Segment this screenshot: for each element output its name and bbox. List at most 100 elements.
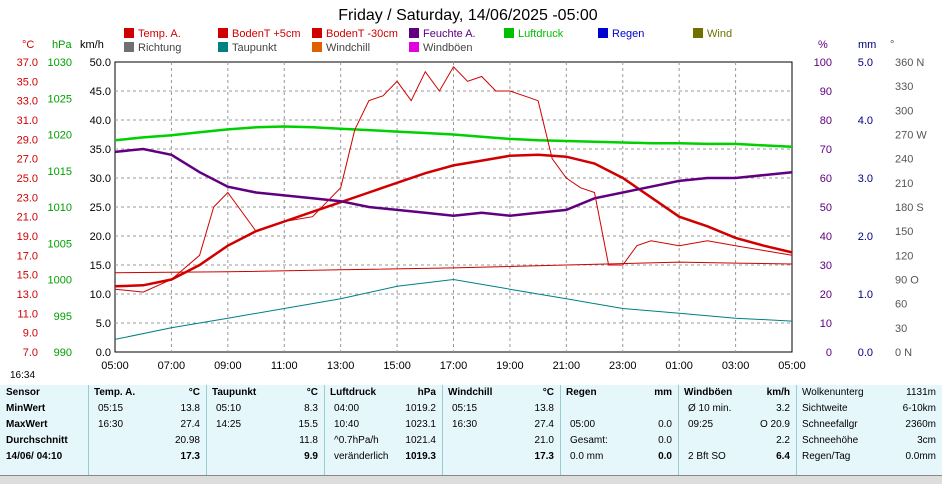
axes: 37.0 35.0 33.0 31.0 29.0 27.0 25.0 23.0 21.0 19.0… bbox=[17, 39, 928, 359]
stats-row: 17.3 bbox=[534, 451, 554, 462]
stats-header: Windchill °C bbox=[448, 387, 554, 398]
legend-label: Taupunkt bbox=[232, 42, 277, 54]
weather-chart: Friday / Saturday, 14/06/2025 -05:00 Tem… bbox=[16, 7, 928, 372]
x-tick-label: 03:00 bbox=[722, 360, 750, 372]
rain-tick: 2.0 bbox=[858, 231, 873, 243]
stats-col-taupunkt: Taupunkt °C 05:10 8.3 14:25 15.5 11.8 9.9 bbox=[206, 385, 325, 475]
legend-label: Luftdruck bbox=[518, 28, 564, 40]
stats-row: 11.8 bbox=[299, 435, 318, 446]
x-tick-label: 17:00 bbox=[440, 360, 468, 372]
stats-row: 0.0 mm 0.0 bbox=[570, 451, 672, 462]
stats-row: ^0.7hPa/h 1021.4 bbox=[334, 435, 436, 446]
stats-col-temp: Temp. A. °C 05:15 13.8 16:30 27.4 20.98 17.3 bbox=[88, 385, 207, 475]
direction-tick: 150 bbox=[895, 226, 913, 238]
stats-panel: Sensor MinWert MaxWert Durchschnitt 14/06/ 0… bbox=[0, 385, 942, 475]
wind-tick: 45.0 bbox=[90, 86, 111, 98]
temp-tick: 13.0 bbox=[17, 289, 38, 301]
axis-unit: km/h bbox=[80, 39, 104, 51]
legend-swatch bbox=[218, 28, 228, 38]
wind-tick: 5.0 bbox=[96, 318, 111, 330]
stats-row: 2 Bft SO 6.4 bbox=[688, 451, 790, 462]
temp-tick: 27.0 bbox=[17, 154, 38, 166]
humidity-tick: 70 bbox=[820, 144, 832, 156]
x-tick-label: 19:00 bbox=[496, 360, 524, 372]
stats-row: 05:10 8.3 bbox=[216, 403, 318, 414]
series-bodent-30cm bbox=[114, 261, 793, 274]
stats-label: Schneefallgr bbox=[802, 419, 858, 430]
humidity-tick: 100 bbox=[814, 57, 832, 69]
legend-label: BodenT +5cm bbox=[232, 28, 301, 40]
x-tick-label: 05:00 bbox=[101, 360, 129, 372]
legend-label: Temp. A. bbox=[138, 28, 181, 40]
legend-label: Richtung bbox=[138, 42, 181, 54]
stats-row: 21.0 bbox=[534, 435, 554, 446]
stats-value: 6-10km bbox=[902, 403, 936, 414]
stats-label: Wolkenunterg bbox=[802, 387, 864, 398]
direction-tick: 0 N bbox=[895, 347, 912, 359]
stats-label: Sichtweite bbox=[802, 403, 848, 414]
wind-tick: 20.0 bbox=[90, 231, 111, 243]
x-tick-label: 05:00 bbox=[778, 360, 806, 372]
legend: Temp. A. BodenT +5cm BodenT -30cm Feuchte A… bbox=[124, 28, 732, 54]
stats-row: 09:25 O 20.9 bbox=[688, 419, 790, 430]
stats-header: Temp. A. °C bbox=[94, 387, 200, 398]
temp-tick: 25.0 bbox=[17, 173, 38, 185]
legend-label: Windchill bbox=[326, 42, 370, 54]
stats-row: Ø 10 min. 3.2 bbox=[688, 403, 790, 414]
direction-tick: 300 bbox=[895, 105, 913, 117]
direction-tick: 270 W bbox=[895, 130, 927, 142]
rain-tick: 0.0 bbox=[858, 347, 873, 359]
x-tick-label: 21:00 bbox=[553, 360, 581, 372]
direction-tick: 120 bbox=[895, 250, 913, 262]
stats-col-windchill: Windchill °C 05:15 13.8 16:30 27.4 21.0 17.3 bbox=[442, 385, 561, 475]
legend-swatch bbox=[312, 42, 322, 52]
x-tick-label: 07:00 bbox=[158, 360, 186, 372]
temp-tick: 33.0 bbox=[17, 96, 38, 108]
temp-tick: 9.0 bbox=[23, 328, 38, 340]
stats-row: Regen/Tag 0.0mm bbox=[796, 449, 942, 465]
direction-tick: 330 bbox=[895, 81, 913, 93]
stats-row: Gesamt: 0.0 bbox=[570, 435, 672, 446]
stats-col-luftdruck: Luftdruck hPa 04:00 1019.2 10:40 1023.1 ^0.7hP… bbox=[324, 385, 443, 475]
series-bodent-5cm bbox=[114, 65, 793, 293]
stats-row: 2.2 bbox=[776, 435, 790, 446]
series-temp-a- bbox=[114, 153, 793, 288]
pressure-tick: 1015 bbox=[48, 166, 72, 178]
stats-row: 04:00 1019.2 bbox=[334, 403, 436, 414]
wind-tick: 0.0 bbox=[96, 347, 111, 359]
legend-swatch bbox=[124, 28, 134, 38]
stats-row: 17.3 bbox=[180, 451, 200, 462]
axis-unit: hPa bbox=[52, 39, 72, 51]
axis-unit: mm bbox=[858, 39, 876, 51]
chart-grid bbox=[115, 62, 792, 352]
pressure-tick: 1030 bbox=[48, 57, 72, 69]
stats-col-sensor: Sensor MinWert MaxWert Durchschnitt 14/06/ 0… bbox=[0, 385, 89, 475]
stats-value: 0.0mm bbox=[905, 451, 936, 462]
direction-tick: 210 bbox=[895, 178, 913, 190]
wind-tick: 10.0 bbox=[90, 289, 111, 301]
x-tick-label: 15:00 bbox=[383, 360, 411, 372]
stats-header: Sensor bbox=[6, 387, 40, 398]
stats-row: 05:15 13.8 bbox=[98, 403, 200, 414]
rain-tick: 1.0 bbox=[858, 289, 873, 301]
series-lines bbox=[114, 65, 793, 340]
status-bar bbox=[0, 475, 942, 484]
pressure-tick: 990 bbox=[54, 347, 72, 359]
stats-row: veränderlich 1019.3 bbox=[334, 451, 436, 462]
time-caption: 16:34 bbox=[10, 370, 36, 381]
x-tick-label: 09:00 bbox=[214, 360, 242, 372]
stats-row: 16:30 27.4 bbox=[452, 419, 554, 430]
temp-tick: 19.0 bbox=[17, 231, 38, 243]
temp-tick: 29.0 bbox=[17, 134, 38, 146]
pressure-tick: 1000 bbox=[48, 275, 72, 287]
stats-col-regen: Regen mm 05:00 0.0 Gesamt: 0.0 0.0 mm 0.0 bbox=[560, 385, 679, 475]
legend-swatch bbox=[693, 28, 703, 38]
x-tick-label: 11:00 bbox=[271, 360, 298, 372]
wind-tick: 40.0 bbox=[90, 115, 111, 127]
stats-row: Wolkenunterg 1131m bbox=[796, 385, 942, 401]
stats-row: Schneefallgr 2360m bbox=[796, 417, 942, 433]
legend-swatch bbox=[504, 28, 514, 38]
stats-header: Luftdruck hPa bbox=[330, 387, 436, 398]
temp-tick: 37.0 bbox=[17, 57, 38, 69]
stats-row: Sichtweite 6-10km bbox=[796, 401, 942, 417]
